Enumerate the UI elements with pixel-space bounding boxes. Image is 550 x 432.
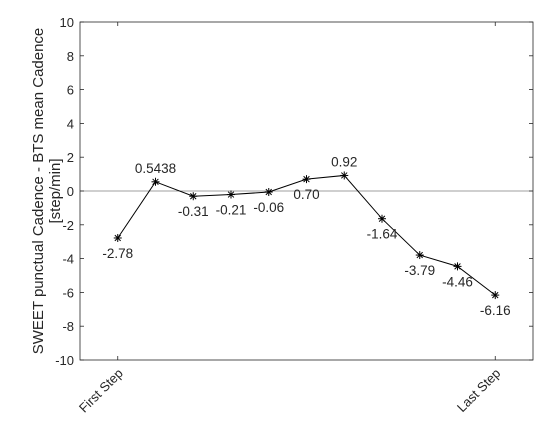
y-tick-label: 0 <box>67 184 74 199</box>
data-label: -4.46 <box>442 274 473 289</box>
data-labels: -2.78 0.5438 -0.31 -0.21 -0.06 0.70 0.92 -1.64 -… <box>102 154 510 318</box>
data-label: -2.78 <box>102 246 133 261</box>
y-axis-label-unit: [step/min] <box>47 158 64 223</box>
data-label: -0.06 <box>253 200 284 215</box>
data-point <box>264 188 273 197</box>
data-label: 0.5438 <box>135 161 176 176</box>
data-point <box>491 291 500 300</box>
y-tick-label: 4 <box>67 116 74 131</box>
y-tick-label: -4 <box>62 252 74 267</box>
data-point <box>113 233 122 242</box>
data-label: -0.21 <box>216 203 247 218</box>
data-point <box>227 190 235 199</box>
y-tick-label: -2 <box>62 218 74 233</box>
data-point <box>189 192 198 201</box>
y-tick-label: 8 <box>67 49 74 64</box>
data-label: -6.16 <box>480 303 511 318</box>
data-point <box>415 251 424 260</box>
data-label: -3.79 <box>404 263 435 278</box>
y-tick-label: 6 <box>67 83 74 98</box>
data-label: 0.92 <box>331 154 357 169</box>
plot-frame <box>79 21 534 361</box>
data-point <box>453 262 462 271</box>
data-label: -0.31 <box>178 204 209 219</box>
y-axis-label: SWEET punctual Cadence - BTS mean Cadenc… <box>30 28 47 355</box>
data-point <box>151 177 160 186</box>
data-label: -1.64 <box>367 227 398 242</box>
y-axis-ticks: -10 -8 -6 -4 -2 0 2 4 6 8 10 <box>55 15 533 368</box>
y-tick-label: -10 <box>55 353 74 368</box>
data-point <box>378 214 386 223</box>
y-tick-label: 10 <box>60 15 74 30</box>
y-tick-label: 2 <box>67 150 74 165</box>
y-tick-label: -8 <box>62 319 74 334</box>
data-point <box>340 171 349 180</box>
x-tick-label: Last Step <box>454 366 503 415</box>
data-point <box>302 175 311 184</box>
series-markers <box>113 171 500 300</box>
x-tick-label: First Step <box>76 366 126 416</box>
y-tick-label: -6 <box>62 285 74 300</box>
data-label: 0.70 <box>293 187 319 202</box>
